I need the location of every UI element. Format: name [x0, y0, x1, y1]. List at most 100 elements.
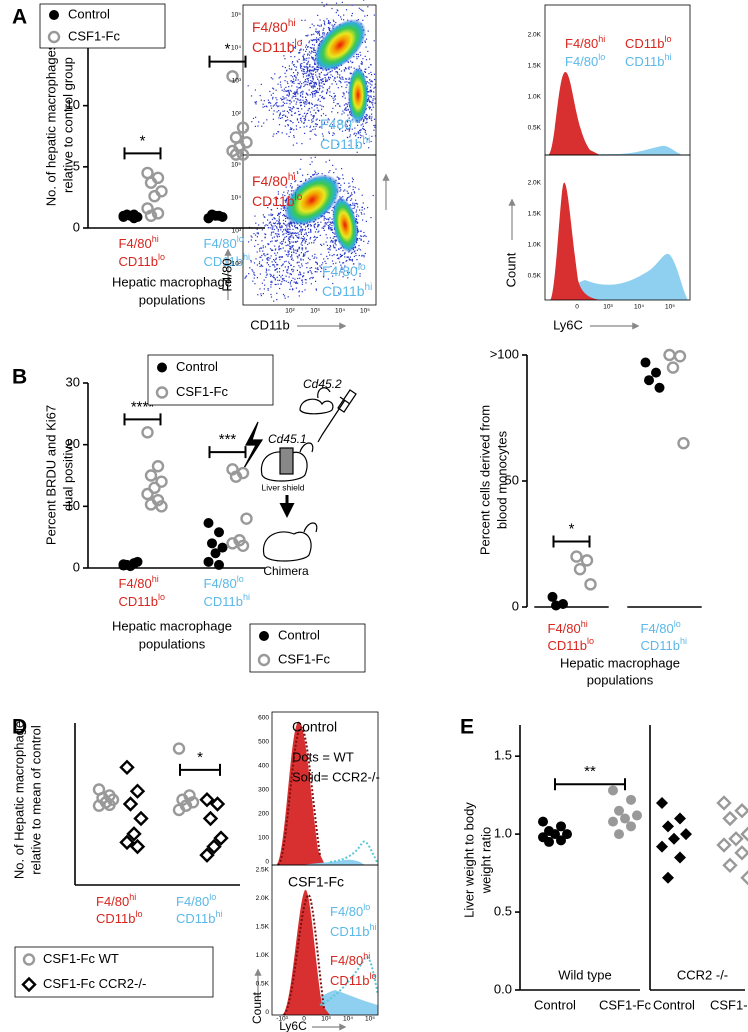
event-dot: [289, 246, 291, 248]
event-dot: [282, 101, 284, 103]
event-dot: [298, 291, 300, 293]
event-dot: [335, 22, 337, 24]
event-dot: [342, 262, 344, 264]
event-dot: [289, 236, 291, 238]
event-dot: [357, 222, 359, 224]
event-dot: [296, 226, 298, 229]
event-dot: [299, 230, 301, 233]
event-dot: [302, 70, 304, 72]
data-point: [608, 816, 618, 827]
event-dot: [317, 109, 319, 111]
event-dot: [320, 79, 322, 81]
event-dot: [349, 113, 351, 116]
event-dot: [343, 19, 345, 21]
event-dot: [307, 74, 309, 76]
label-part: CD11b: [119, 254, 159, 269]
data-point: [148, 189, 161, 203]
event-dot: [275, 254, 277, 256]
event-dot: [312, 115, 314, 117]
event-dot: [366, 14, 368, 17]
event-dot: [266, 273, 268, 275]
event-dot: [346, 125, 348, 127]
event-dot: [307, 62, 309, 64]
event-dot: [324, 225, 326, 227]
event-dot: [278, 235, 280, 237]
event-dot: [301, 244, 303, 246]
event-dot: [266, 204, 268, 206]
event-dot: [350, 194, 352, 197]
event-dot: [313, 86, 315, 88]
histogram-fill: [282, 889, 330, 1015]
label-part: CD11b: [96, 911, 136, 926]
event-dot: [337, 112, 339, 114]
event-dot: [318, 73, 320, 75]
event-dot: [315, 125, 317, 127]
event-dot: [354, 192, 356, 194]
event-dot: [328, 119, 330, 121]
event-dot: [309, 267, 311, 269]
event-dot: [317, 225, 319, 227]
panel-label: B: [12, 366, 27, 389]
event-dot: [275, 89, 277, 91]
event-dot: [289, 242, 291, 244]
event-dot: [279, 242, 281, 244]
event-dot: [370, 118, 372, 120]
event-dot: [288, 92, 290, 94]
event-dot: [301, 19, 303, 21]
event-dot: [280, 208, 282, 210]
event-dot: [353, 251, 355, 253]
event-dot: [316, 262, 318, 264]
event-dot: [290, 285, 292, 287]
event-dot: [278, 248, 280, 250]
event-dot: [305, 65, 307, 67]
event-dot: [326, 244, 328, 246]
event-dot: [284, 297, 286, 299]
event-dot: [272, 118, 274, 120]
event-dot: [287, 124, 289, 126]
event-dot: [288, 262, 291, 265]
data-point: [538, 816, 548, 827]
event-dot: [371, 102, 373, 104]
event-dot: [291, 127, 293, 130]
event-dot: [341, 130, 344, 132]
event-dot: [288, 95, 290, 97]
event-dot: [323, 225, 325, 227]
event-dot: [332, 75, 334, 77]
event-dot: [348, 258, 350, 260]
event-dot: [295, 91, 297, 93]
event-dot: [285, 97, 287, 99]
event-dot: [289, 109, 291, 111]
event-dot: [344, 81, 346, 83]
event-dot: [322, 135, 324, 137]
event-dot: [305, 81, 307, 83]
event-dot: [372, 102, 374, 104]
event-dot: [298, 295, 300, 297]
event-dot: [305, 248, 307, 250]
event-dot: [280, 86, 282, 88]
event-dot: [349, 72, 351, 74]
event-dot: [311, 33, 313, 36]
event-dot: [317, 31, 319, 33]
label: F4/80hi: [252, 18, 296, 35]
event-dot: [254, 274, 256, 276]
event-dot: [285, 199, 287, 201]
event-dot: [281, 256, 283, 258]
event-dot: [303, 254, 305, 256]
label-part: hi: [370, 922, 377, 932]
event-dot: [370, 217, 372, 219]
event-dot: [250, 259, 252, 262]
event-dot: [313, 92, 316, 95]
event-dot: [314, 156, 316, 158]
event-dot: [315, 261, 317, 263]
event-dot: [295, 66, 298, 68]
event-dot: [288, 99, 290, 102]
event-dot: [300, 117, 302, 119]
event-dot: [313, 44, 315, 46]
event-dot: [347, 102, 349, 104]
event-dot: [347, 108, 349, 110]
data-point: [740, 870, 748, 886]
event-dot: [254, 125, 256, 127]
event-dot: [300, 119, 302, 121]
event-dot: [270, 274, 272, 276]
